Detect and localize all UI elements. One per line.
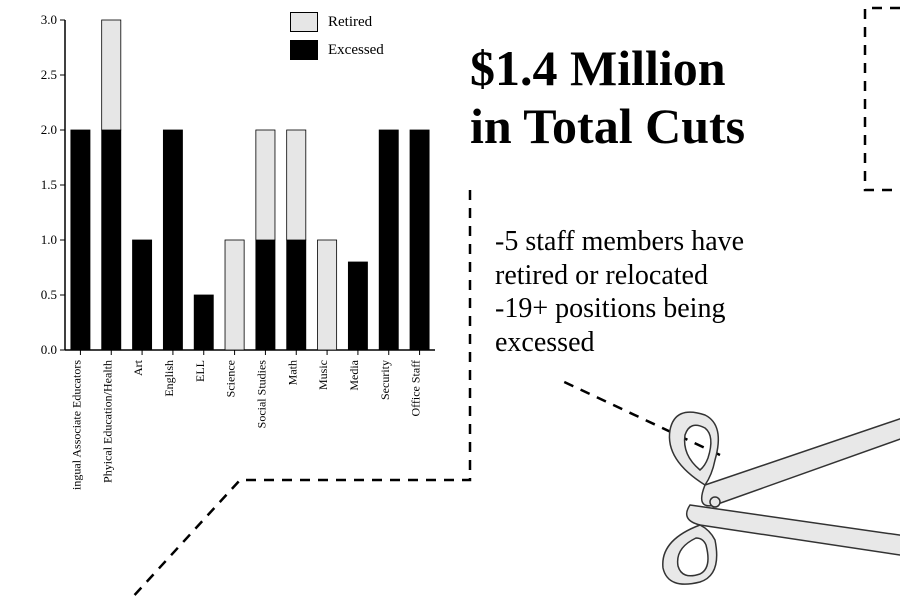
- svg-text:1.0: 1.0: [41, 232, 57, 247]
- legend-label: Retired: [328, 14, 372, 31]
- bar-segment: [348, 262, 367, 350]
- x-axis-label: Media: [347, 359, 361, 390]
- headline-line2: in Total Cuts: [470, 98, 745, 156]
- x-axis-label: Security: [378, 360, 392, 400]
- x-axis-label: Phyical Education/Health: [100, 360, 114, 483]
- x-axis-label: Science: [224, 360, 238, 397]
- svg-text:1.5: 1.5: [41, 177, 57, 192]
- x-axis-label: Office Staff: [409, 360, 423, 417]
- chart-legend: Retired Excessed: [290, 12, 384, 68]
- headline: $1.4 Million in Total Cuts: [470, 40, 745, 155]
- svg-text:2.5: 2.5: [41, 67, 57, 82]
- x-axis-label: Music: [316, 360, 330, 390]
- bar-segment: [410, 130, 429, 350]
- bar-segment: [71, 130, 90, 350]
- bar-segment: [318, 240, 337, 350]
- legend-label: Excessed: [328, 42, 384, 59]
- x-axis-label: Math: [285, 360, 299, 385]
- x-axis-label: Social Studies: [254, 360, 268, 429]
- svg-text:0.0: 0.0: [41, 342, 57, 357]
- subtext: -5 staff members have retired or relocat…: [495, 225, 744, 359]
- svg-text:0.5: 0.5: [41, 287, 57, 302]
- bar-segment: [194, 295, 213, 350]
- legend-swatch-retired: [290, 12, 318, 32]
- bar-segment: [379, 130, 398, 350]
- subtext-line4: excessed: [495, 326, 744, 360]
- bar-segment: [256, 130, 275, 240]
- bar-segment: [163, 130, 182, 350]
- legend-swatch-excessed: [290, 40, 318, 60]
- subtext-line3: -19+ positions being: [495, 292, 744, 326]
- bar-segment: [102, 20, 121, 130]
- x-axis-label: English: [162, 360, 176, 397]
- bar-segment: [287, 240, 306, 350]
- subtext-line2: retired or relocated: [495, 259, 744, 293]
- bar-segment: [133, 240, 152, 350]
- x-axis-label: Bilingual Associate Educators: [69, 360, 83, 490]
- legend-item-excessed: Excessed: [290, 40, 384, 60]
- staff-cuts-chart: 0.0 0.5 1.0 1.5 2.0 2.5 3.0 Bilingual Associate…: [20, 10, 440, 490]
- svg-text:2.0: 2.0: [41, 122, 57, 137]
- subtext-line1: -5 staff members have: [495, 225, 744, 259]
- bar-segment: [287, 130, 306, 240]
- legend-item-retired: Retired: [290, 12, 384, 32]
- x-axis-label: ELL: [193, 360, 207, 382]
- x-axis-label: Art: [131, 359, 145, 376]
- svg-text:3.0: 3.0: [41, 12, 57, 27]
- bar-segment: [225, 240, 244, 350]
- headline-line1: $1.4 Million: [470, 40, 745, 98]
- bar-segment: [102, 130, 121, 350]
- bar-segment: [256, 240, 275, 350]
- scissors-icon: [660, 390, 900, 590]
